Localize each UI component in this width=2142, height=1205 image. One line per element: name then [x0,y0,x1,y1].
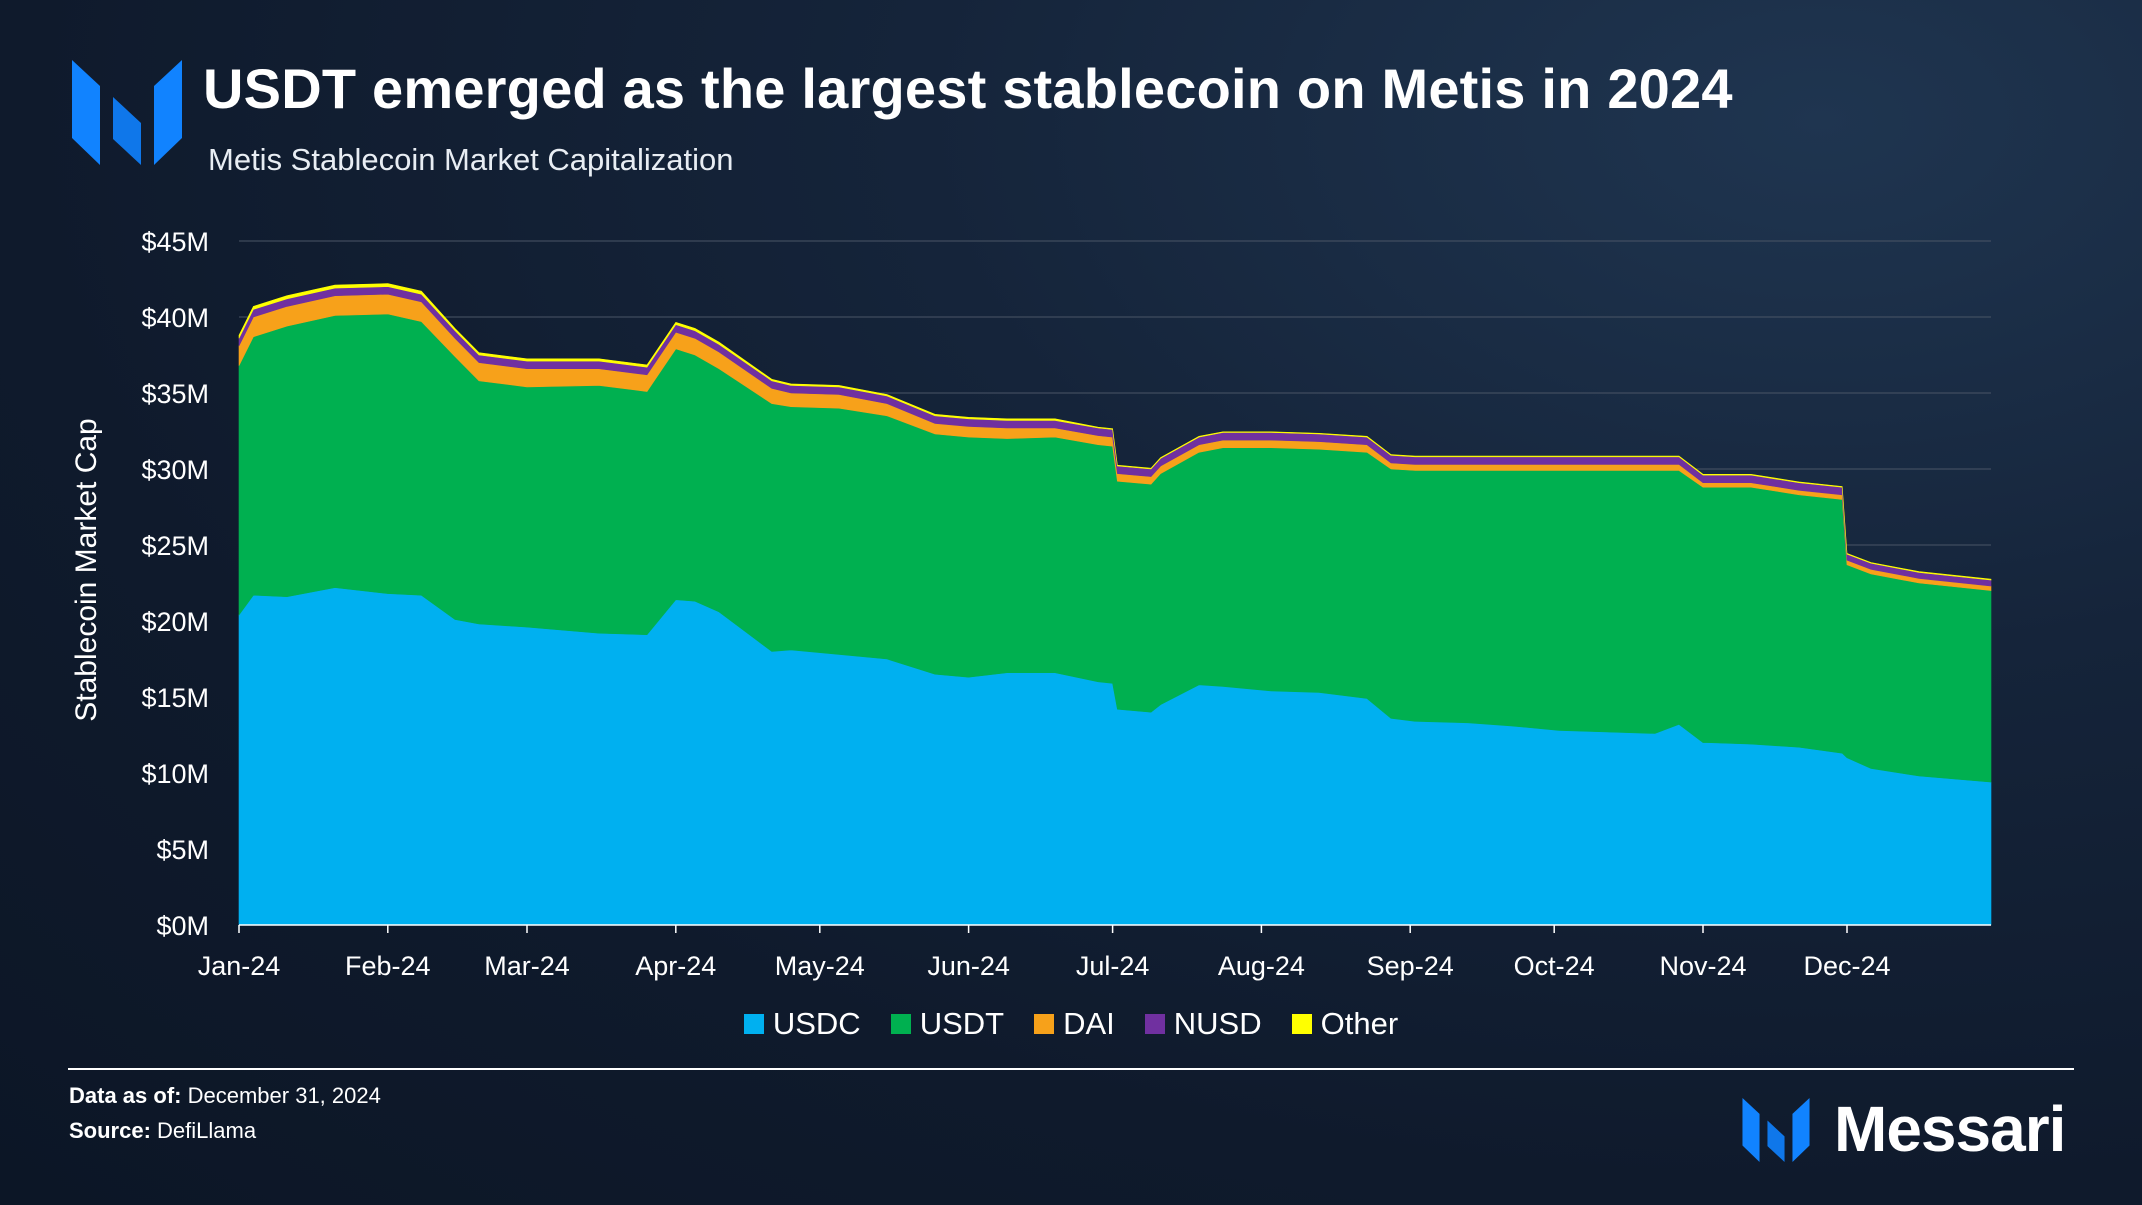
data-as-of: Data as of: December 31, 2024 [69,1083,381,1109]
x-tick-label: Jul-24 [1076,951,1150,981]
messari-logo-icon [72,60,182,165]
x-tick-label: Jan-24 [198,951,281,981]
series-areas [238,283,1992,926]
legend-item-other: Other [1291,1006,1399,1042]
legend-item-usdc: USDC [743,1006,861,1042]
chart-subtitle: Metis Stablecoin Market Capitalization [208,142,734,177]
legend-swatch [890,1014,911,1034]
source-value: DefiLlama [157,1118,257,1143]
legend-label: Other [1320,1006,1399,1041]
y-tick-label: $0M [156,911,209,941]
y-tick-label: $5M [156,835,209,865]
x-tick-label: Sep-24 [1367,951,1454,981]
messari-brand-icon [1742,1098,1810,1162]
x-tick-label: Mar-24 [484,951,570,981]
legend-swatch [1034,1014,1055,1034]
y-tick-label: $25M [141,531,209,561]
messari-brand: Messari [1742,1093,2082,1168]
legend-label: DAI [1063,1006,1115,1041]
chart-legend: USDC USDT DAI NUSD Other [0,1006,2142,1042]
legend-label: USDC [772,1006,861,1041]
y-tick-label: $30M [141,455,209,485]
y-tick-label: $20M [141,607,209,637]
x-tick-label: Feb-24 [345,951,431,981]
footer-divider [68,1068,2074,1070]
y-tick-label: $40M [141,303,209,333]
x-tick-label: Nov-24 [1659,951,1746,981]
data-as-of-value: December 31, 2024 [187,1083,381,1108]
x-tick-label: Oct-24 [1514,951,1595,981]
series-area-other [238,283,1992,581]
x-tick-label: Apr-24 [635,951,716,981]
y-tick-label: $10M [141,759,209,789]
data-as-of-label: Data as of: [69,1083,182,1108]
legend-swatch [1291,1014,1312,1034]
x-tick-label: Aug-24 [1218,951,1305,981]
brand-name: Messari [1834,1093,2066,1165]
legend-label: USDT [919,1006,1005,1041]
source-label: Source: [69,1118,151,1143]
x-tick-label: Jun-24 [927,951,1010,981]
x-tick-label: Dec-24 [1803,951,1890,981]
stacked-area-chart: $0M $5M $10M $15M $20M $25M $30M $35M $40M $45M Ja… [70,227,1992,981]
legend-label: NUSD [1173,1006,1262,1041]
legend-item-usdt: USDT [890,1006,1005,1042]
legend-item-nusd: NUSD [1144,1006,1262,1042]
axes: $0M $5M $10M $15M $20M $25M $30M $35M $40M $45M Ja… [141,227,1991,981]
y-axis-title: Stablecoin Market Cap [70,418,103,722]
y-tick-label: $35M [141,379,209,409]
y-tick-label: $45M [141,227,209,257]
legend-item-dai: DAI [1034,1006,1115,1042]
legend-swatch [1144,1014,1165,1034]
chart-title: USDT emerged as the largest stablecoin o… [203,57,1733,120]
source-line: Source: DefiLlama [69,1118,256,1144]
y-tick-label: $15M [141,683,209,713]
x-tick-label: May-24 [775,951,865,981]
legend-swatch [743,1014,764,1034]
